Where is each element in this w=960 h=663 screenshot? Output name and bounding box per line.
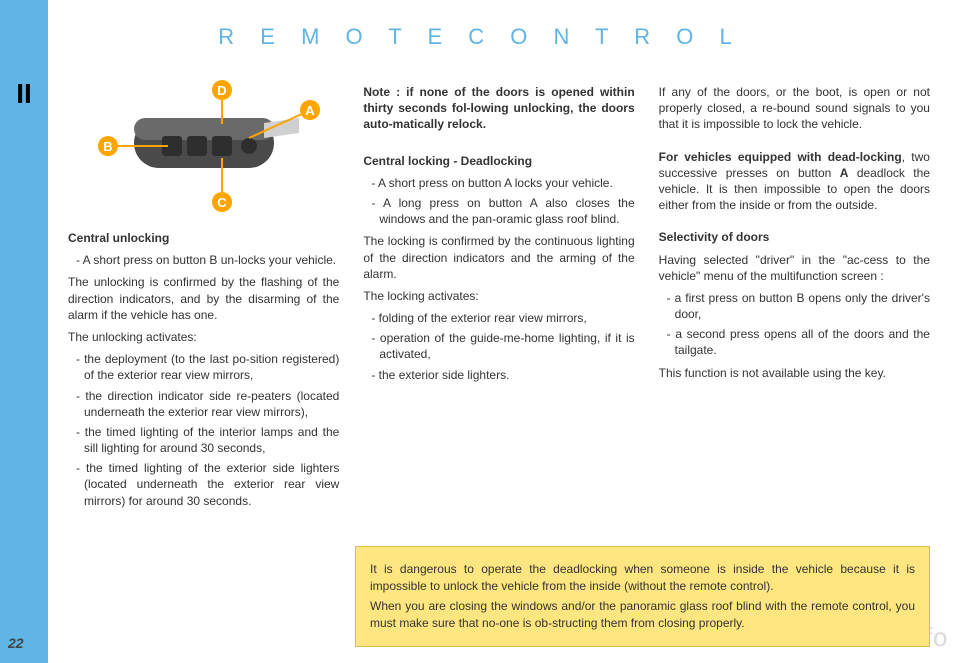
sel-li-second: a second press opens all of the doors an… [667,326,930,358]
unlock-confirm: The unlocking is confirmed by the flashi… [68,274,339,323]
column-1: D A B C Central unlocking A short press … [68,78,339,515]
diagram-label-c: C [217,195,227,210]
column-3: If any of the doors, or the boot, is ope… [659,78,930,515]
p-having: Having selected "driver" in the "ac-cess… [659,252,930,284]
unlock-li-interior: the timed lighting of the interior lamps… [76,424,339,456]
lock-activates: The locking activates: [363,288,634,304]
manual-page: carmanualsonline.info II 22 R E M O T E … [0,0,960,663]
note-block: Note : if none of the doors is opened wi… [363,84,634,133]
deadlock-lead: For vehicles equipped with dead-locking [659,150,902,164]
warning-p1: It is dangerous to operate the deadlocki… [370,561,915,595]
content-columns: D A B C Central unlocking A short press … [68,78,930,515]
lock-li-short: A short press on button A locks your veh… [371,175,634,191]
diagram-label-d: D [217,83,226,98]
diagram-label-a: A [305,103,315,118]
column-2: Note : if none of the doors is opened wi… [363,78,634,515]
unlock-li-deploy: the deployment (to the last po-sition re… [76,351,339,383]
p-deadlock: For vehicles equipped with dead-locking,… [659,149,930,214]
heading-selectivity: Selectivity of doors [659,229,930,245]
warning-box: It is dangerous to operate the deadlocki… [355,546,930,647]
unlock-li-1: A short press on button B un-locks your … [76,252,339,268]
p-ifany: If any of the doors, or the boot, is ope… [659,84,930,133]
unlock-li-side: the timed lighting of the exterior side … [76,460,339,509]
page-number: 22 [8,635,24,651]
heading-central-locking: Central locking - Deadlocking [363,153,634,169]
diagram-label-b: B [103,139,112,154]
p-notavail: This function is not available using the… [659,365,930,381]
lock-li-fold: folding of the exterior rear view mirror… [371,310,634,326]
heading-central-unlocking: Central unlocking [68,230,339,246]
lock-li-guide: operation of the guide-me-home lighting,… [371,330,634,362]
unlock-li-indicator: the direction indicator side re-peaters … [76,388,339,420]
lock-confirm: The locking is confirmed by the continuo… [363,233,634,282]
warning-p2: When you are closing the windows and/or … [370,598,915,632]
page-title: R E M O T E C O N T R O L [0,24,960,50]
section-number: II [0,78,48,110]
remote-diagram: D A B C [84,78,324,218]
lock-li-long: A long press on button A also closes the… [371,195,634,227]
sel-li-first: a first press on button B opens only the… [667,290,930,322]
unlock-activates: The unlocking activates: [68,329,339,345]
lock-li-ext: the exterior side lighters. [371,367,634,383]
